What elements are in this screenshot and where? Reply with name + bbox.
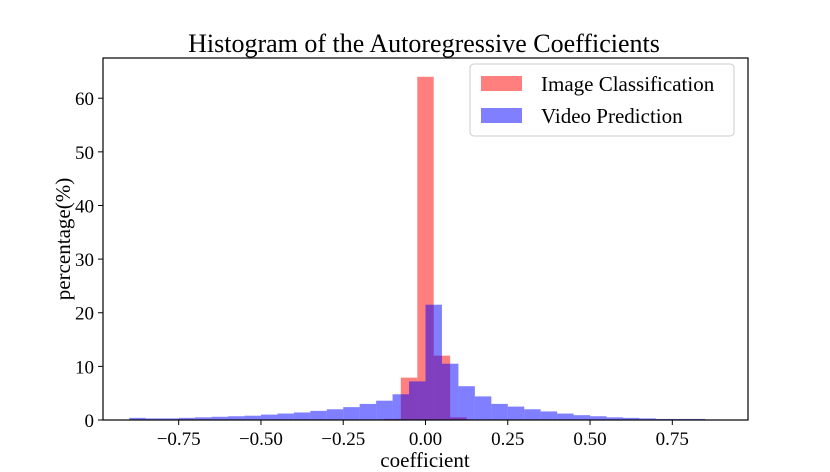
bar-video-prediction	[277, 413, 294, 420]
bar-video-prediction	[639, 418, 656, 420]
bar-video-prediction	[491, 403, 508, 420]
y-tick-label: 60	[75, 89, 94, 110]
bar-video-prediction	[293, 412, 311, 420]
x-tick-label: 0.75	[656, 429, 689, 450]
legend-swatch-video-prediction	[481, 108, 522, 123]
bar-video-prediction	[540, 411, 558, 420]
legend-label-video-prediction: Video Prediction	[541, 104, 683, 128]
legend-label-image-classification: Image Classification	[541, 72, 715, 96]
bar-video-prediction	[211, 416, 229, 420]
bar-video-prediction	[195, 417, 212, 420]
bar-video-prediction	[524, 409, 541, 420]
bar-video-prediction	[409, 381, 426, 420]
bar-video-prediction	[260, 414, 278, 420]
bar-video-prediction	[310, 410, 327, 420]
bar-video-prediction	[622, 417, 640, 420]
bar-video-prediction	[557, 413, 574, 420]
bar-video-prediction	[474, 396, 492, 420]
bar-video-prediction	[244, 415, 261, 420]
x-tick-label: 0.00	[409, 429, 442, 450]
bar-video-prediction	[162, 418, 179, 420]
bar-video-prediction	[590, 416, 607, 420]
bar-video-prediction	[425, 304, 442, 420]
bar-video-prediction	[458, 386, 475, 420]
y-tick-label: 10	[75, 357, 94, 378]
x-tick-label: −0.50	[239, 429, 283, 450]
bar-video-prediction	[606, 417, 623, 420]
chart-title: Histogram of the Autoregressive Coeffici…	[188, 29, 660, 58]
bar-video-prediction	[343, 407, 360, 420]
x-tick-label: 0.50	[573, 429, 606, 450]
bar-video-prediction	[507, 406, 525, 420]
bar-video-prediction	[573, 415, 591, 420]
legend: Image Classification Video Prediction	[469, 63, 735, 137]
bar-video-prediction	[326, 409, 344, 420]
x-axis: −0.75 −0.50 −0.25 0.00 0.25 0.50 0.75	[157, 420, 689, 450]
bar-video-prediction	[376, 400, 393, 420]
bar-video-prediction	[392, 394, 410, 420]
x-tick-label: 0.25	[491, 429, 524, 450]
bar-video-prediction	[129, 417, 146, 420]
bar-video-prediction	[178, 417, 196, 420]
y-tick-label: 40	[75, 196, 94, 217]
y-axis: 0 10 20 30 40 50 60	[75, 89, 103, 432]
y-tick-label: 50	[75, 143, 94, 164]
y-tick-label: 30	[75, 250, 94, 271]
bar-video-prediction	[359, 403, 377, 420]
y-axis-label: percentage(%)	[51, 178, 75, 300]
y-tick-label: 0	[85, 411, 95, 432]
y-tick-label: 20	[75, 304, 94, 325]
x-axis-label: coefficient	[380, 448, 470, 472]
bar-video-prediction	[228, 416, 245, 420]
bar-video-prediction	[441, 363, 459, 420]
legend-box	[469, 63, 735, 137]
bar-video-prediction	[145, 418, 163, 420]
bars-layer	[129, 76, 722, 420]
legend-swatch-image-classification	[481, 76, 522, 91]
x-tick-label: −0.25	[321, 429, 365, 450]
x-tick-label: −0.75	[157, 429, 201, 450]
